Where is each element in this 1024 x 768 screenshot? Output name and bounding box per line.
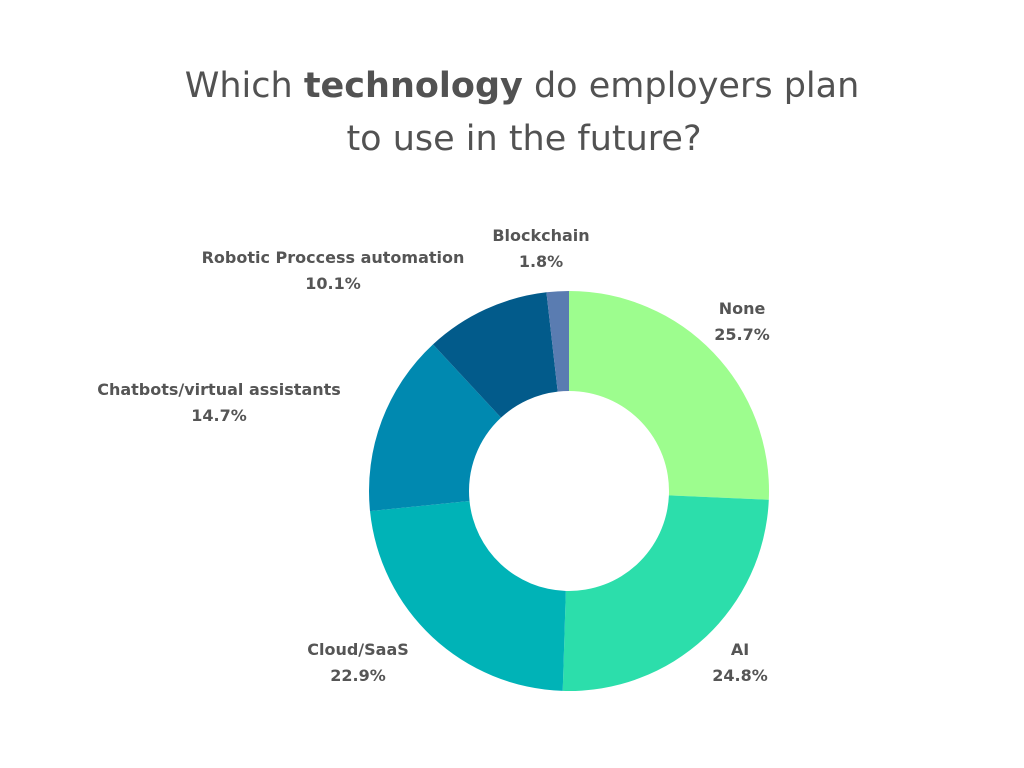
title-part: Which (185, 66, 293, 106)
donut-slice (369, 344, 502, 512)
slice-label: AI (731, 640, 749, 659)
slice-value-label: 10.1% (305, 274, 361, 293)
slice-label: Cloud/SaaS (307, 640, 409, 659)
slice-value-label: 24.8% (712, 666, 768, 685)
donut-slice (370, 501, 566, 691)
slice-label: Blockchain (492, 226, 589, 245)
donut-slice (433, 292, 558, 418)
donut-slice (569, 291, 769, 500)
slice-value-label: 25.7% (714, 325, 770, 344)
slice-label: Robotic Proccess automation (202, 248, 465, 267)
donut-slice (562, 495, 769, 691)
slice-value-label: 22.9% (330, 666, 386, 685)
chart-title: to use in the future? (346, 119, 701, 159)
title-part: technology (304, 66, 523, 106)
donut-slice (546, 291, 569, 392)
slice-value-label: 1.8% (519, 252, 563, 271)
title-part: do employers plan (534, 66, 859, 106)
chart-title: Which technology do employers plan (185, 66, 860, 106)
slice-label: Chatbots/virtual assistants (97, 380, 341, 399)
slice-label: None (719, 299, 766, 318)
slice-value-label: 14.7% (191, 406, 247, 425)
